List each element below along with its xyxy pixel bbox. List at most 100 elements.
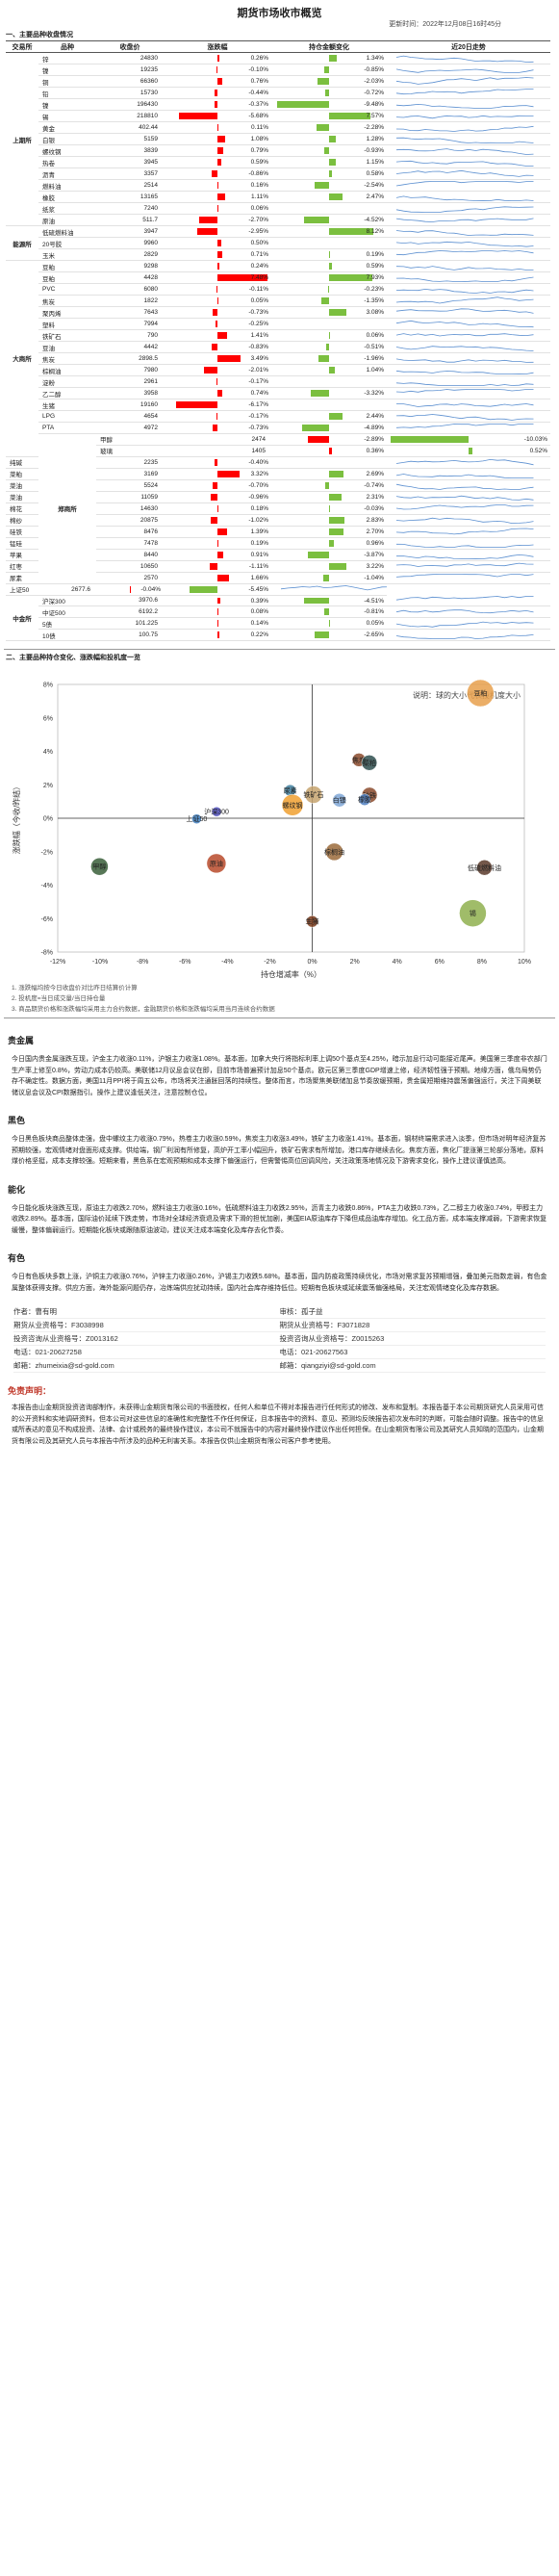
change-value: -2.70% — [248, 217, 268, 223]
trend-cell — [387, 110, 550, 122]
trend-cell — [387, 341, 550, 353]
change-cell: -2.95% — [164, 225, 271, 238]
close-price: 6192.2 — [96, 605, 164, 619]
trend-cell — [387, 133, 550, 145]
change-cell: 3.32% — [164, 468, 271, 480]
product-name: 塑料 — [38, 318, 96, 330]
oi-change-value: -5.45% — [248, 585, 268, 593]
reviewer-advisory-license: 投资咨询从业资格号：Z0015263 — [279, 1334, 385, 1344]
oi-change-value: -0.93% — [364, 147, 384, 154]
commentary-title: 贵金属 — [8, 1036, 35, 1046]
trend-sparkline — [395, 320, 534, 328]
trend-line — [395, 103, 534, 109]
change-value: -0.73% — [248, 425, 268, 431]
trend-cell — [387, 549, 550, 561]
table-row: 苹果 8440 0.91% -3.87% — [6, 549, 550, 561]
change-bar — [217, 539, 219, 547]
commentary-title: 有色 — [8, 1253, 26, 1264]
change-cell: -0.37% — [164, 98, 271, 111]
trend-cell — [387, 364, 550, 376]
oi-change-value: 0.96% — [366, 539, 384, 547]
chart-notes: 1. 涨跌幅均按今日收盘价对比昨日结算价计算 2. 投机度=当日成交量/当日持仓… — [0, 983, 559, 1015]
change-cell: 0.08% — [164, 605, 271, 619]
oi-change-bar — [329, 193, 343, 200]
oi-change-cell: -0.51% — [271, 341, 387, 353]
close-price: 7994 — [96, 318, 164, 330]
trend-cell — [387, 225, 550, 238]
data-point — [467, 679, 495, 708]
oi-change-value: 1.28% — [366, 136, 384, 142]
change-bar — [217, 159, 222, 166]
oi-change-value: 0.19% — [366, 251, 384, 258]
trend-cell — [387, 629, 550, 642]
change-bar — [217, 551, 224, 558]
trend-line — [395, 483, 534, 490]
change-bar — [217, 470, 241, 477]
reviewer-email[interactable]: 邮箱：qiangziyi@sd-gold.com — [279, 1361, 376, 1371]
oi-change-value: 2.44% — [366, 413, 384, 420]
y-tick-label: 2% — [43, 783, 53, 789]
close-price: 3947 — [96, 225, 164, 238]
trend-line — [395, 573, 534, 578]
product-name: 低硫燃料油 — [38, 225, 96, 238]
header-exchange: 交易所 — [6, 40, 38, 53]
oi-change-value: 0.59% — [366, 263, 384, 270]
close-price: 3958 — [96, 387, 164, 399]
trend-sparkline — [395, 370, 534, 374]
oi-change-cell — [271, 318, 387, 330]
product-name: 热卷 — [38, 156, 96, 168]
change-value: -0.04% — [140, 585, 161, 593]
oi-change-cell: 3.22% — [271, 560, 387, 573]
contact-row: 邮箱：zhumeixia@sd-gold.com 邮箱：qiangziyi@sd-… — [13, 1359, 546, 1374]
oi-change-bar — [329, 274, 373, 281]
contact-block: 作者：曹有明 审核：孤子益 期货从业资格号：F3038998 期货从业资格号：F30… — [0, 1305, 559, 1374]
change-value: 7.48% — [250, 274, 268, 281]
close-price: 7980 — [96, 364, 164, 376]
table-row: 能源所 低硫燃料油 3947 -2.95% 8.12% — [6, 225, 550, 261]
exchange-cell: 大商所 — [6, 260, 38, 457]
oi-change-cell: -2.54% — [271, 179, 387, 192]
header-change: 涨跌幅 — [164, 40, 271, 53]
header-trend: 近20日走势 — [387, 40, 550, 53]
section1-title: 一、主要品种收盘情况 — [6, 32, 73, 39]
oi-change-bar — [469, 447, 473, 454]
close-price: 19235 — [96, 64, 164, 76]
close-price: 66360 — [96, 75, 164, 88]
close-price: 1822 — [96, 295, 164, 307]
author-email[interactable]: 邮箱：zhumeixia@sd-gold.com — [13, 1361, 114, 1371]
oi-change-cell: -4.51% — [271, 595, 387, 607]
table-row: 棉纱 20875 -1.02% 2.83% — [6, 514, 550, 527]
change-cell: 1.39% — [164, 526, 271, 538]
change-cell: -0.40% — [164, 456, 271, 469]
trend-sparkline — [395, 148, 534, 155]
change-value: 0.91% — [250, 551, 268, 558]
trend-sparkline — [395, 266, 534, 270]
trend-sparkline — [395, 68, 534, 73]
trend-line — [395, 148, 534, 155]
trend-cell — [387, 526, 550, 538]
change-value: -0.96% — [248, 493, 268, 501]
trend-sparkline — [395, 288, 534, 294]
data-point — [332, 793, 347, 808]
oi-change-bar — [329, 251, 331, 258]
change-value: -0.25% — [248, 321, 268, 327]
oi-change-value: -0.81% — [364, 608, 384, 616]
trend-line — [395, 382, 534, 386]
change-value: -0.70% — [248, 481, 268, 489]
change-value: 0.16% — [250, 182, 268, 189]
change-value: 0.05% — [250, 297, 268, 304]
trend-sparkline — [395, 230, 534, 236]
header-oi-change: 持仓金额变化 — [271, 40, 387, 53]
change-bar — [197, 228, 217, 235]
oi-change-bar — [327, 286, 329, 293]
close-price: 4654 — [96, 410, 164, 423]
x-tick-label: -2% — [264, 959, 275, 966]
oi-change-bar — [314, 631, 329, 639]
oi-change-cell: -5.45% — [164, 583, 271, 596]
trend-sparkline — [395, 358, 534, 363]
reviewer-name: 审核：孤子益 — [279, 1307, 323, 1317]
change-cell: 0.59% — [164, 156, 271, 168]
author-name: 作者：曹有明 — [13, 1307, 57, 1317]
close-price: 7478 — [96, 537, 164, 550]
